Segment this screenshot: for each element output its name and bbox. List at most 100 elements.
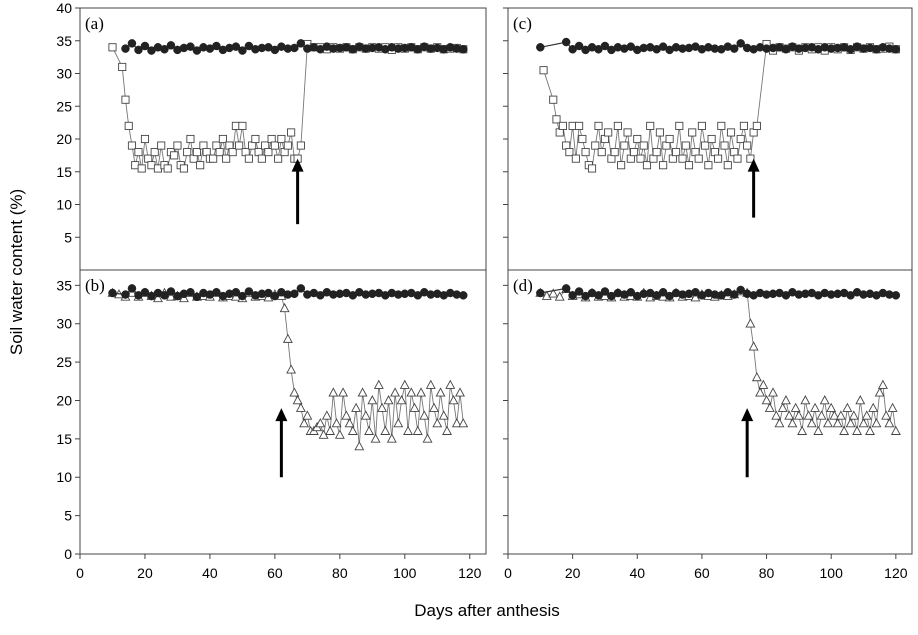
series-line <box>543 43 896 170</box>
data-point <box>228 148 237 157</box>
data-point <box>186 42 195 51</box>
data-point <box>890 425 901 435</box>
arrow-head <box>747 158 760 172</box>
x-tick-label: 0 <box>76 565 84 581</box>
data-point <box>140 288 150 297</box>
data-point <box>277 134 286 144</box>
data-point <box>881 410 892 420</box>
data-point <box>448 395 459 405</box>
data-point <box>604 128 613 137</box>
data-point <box>672 148 681 157</box>
y-tick-label: 30 <box>56 66 72 82</box>
data-point <box>393 418 404 428</box>
data-point <box>121 95 130 104</box>
data-point <box>561 284 571 293</box>
data-point <box>861 410 872 420</box>
y-tick-label: 35 <box>56 277 72 293</box>
y-tick-label: 20 <box>56 131 72 147</box>
y-tick-label: 10 <box>56 469 72 485</box>
data-point <box>552 115 561 124</box>
data-point <box>429 402 439 412</box>
data-point <box>746 154 755 163</box>
data-point <box>435 387 446 397</box>
data-point <box>845 418 856 428</box>
data-point <box>121 44 130 53</box>
data-point <box>739 121 748 130</box>
data-point <box>354 441 365 451</box>
data-point <box>571 154 580 163</box>
data-point <box>157 141 166 150</box>
data-point <box>108 288 117 298</box>
data-point <box>432 418 443 428</box>
data-point <box>166 41 176 50</box>
x-tick-label: 60 <box>694 565 710 581</box>
series-line <box>112 292 464 447</box>
data-point <box>409 402 420 412</box>
data-point <box>442 425 452 435</box>
data-point <box>196 161 205 170</box>
data-point <box>315 418 326 428</box>
data-point <box>396 395 407 405</box>
data-point <box>150 148 159 157</box>
data-point <box>865 425 875 435</box>
data-point <box>874 387 885 397</box>
data-point <box>855 395 866 405</box>
data-point <box>218 134 227 144</box>
data-point <box>264 148 273 157</box>
data-point <box>784 410 795 420</box>
data-point <box>222 154 231 163</box>
data-point <box>282 333 293 343</box>
data-point <box>743 141 752 150</box>
data-point <box>613 121 622 130</box>
x-tick-label: 120 <box>884 565 908 581</box>
data-point <box>257 154 266 163</box>
data-point <box>777 402 788 412</box>
data-point <box>127 141 137 150</box>
data-point <box>215 148 224 157</box>
data-point <box>286 364 297 374</box>
data-point <box>134 148 143 157</box>
data-point <box>803 410 814 420</box>
data-point <box>360 410 371 420</box>
data-point <box>736 134 745 144</box>
data-point <box>726 128 736 137</box>
data-point <box>328 387 339 397</box>
data-point <box>819 395 830 405</box>
data-point <box>694 154 703 163</box>
data-point <box>296 39 306 48</box>
data-point <box>842 402 853 412</box>
data-point <box>810 402 820 412</box>
data-point <box>231 288 241 297</box>
data-point <box>554 291 565 301</box>
data-point <box>283 141 292 150</box>
data-point <box>137 164 146 173</box>
data-point <box>736 285 745 295</box>
data-point <box>438 410 449 420</box>
data-point <box>406 387 417 397</box>
data-point <box>238 121 247 130</box>
x-tick-label: 100 <box>820 565 844 581</box>
arrow-head <box>275 408 288 422</box>
data-point <box>787 418 798 428</box>
series-line <box>540 288 897 432</box>
x-axis-title: Days after anthesis <box>414 601 560 620</box>
data-point <box>539 66 548 75</box>
data-point <box>377 402 388 412</box>
data-point <box>127 284 137 293</box>
data-point <box>160 45 169 54</box>
data-point <box>380 425 391 435</box>
data-point <box>591 141 600 150</box>
data-point <box>636 154 645 163</box>
data-point <box>658 288 668 297</box>
data-point <box>652 148 661 157</box>
data-point <box>891 45 901 54</box>
data-point <box>617 161 626 170</box>
data-point <box>383 395 394 405</box>
data-point <box>574 41 584 51</box>
data-point <box>806 418 817 428</box>
data-point <box>797 425 808 435</box>
data-point <box>140 41 150 51</box>
data-point <box>344 418 355 428</box>
data-point <box>231 42 241 51</box>
